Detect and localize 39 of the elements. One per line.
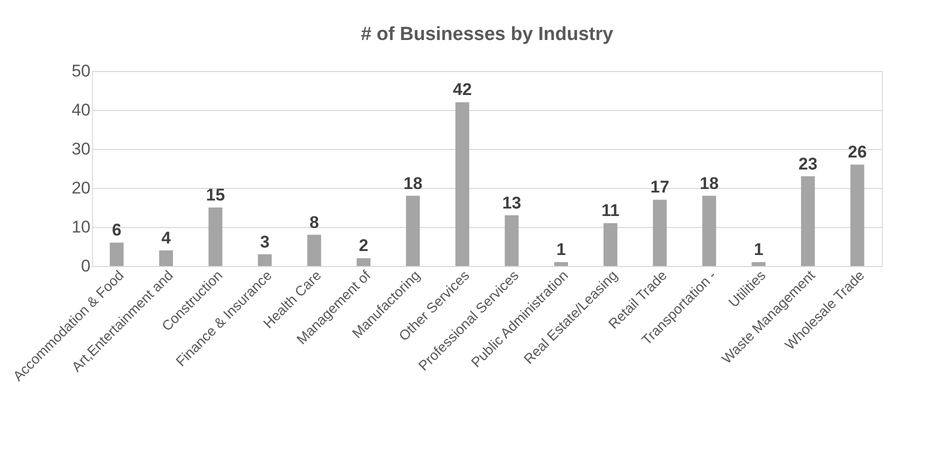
bar: [110, 242, 124, 266]
bar: [208, 208, 222, 266]
bar: [554, 262, 568, 266]
data-label: 2: [358, 236, 368, 256]
y-tick-label: 50: [72, 62, 90, 80]
data-label: 8: [309, 212, 319, 232]
data-label: 23: [798, 154, 818, 174]
y-tick-label: 40: [72, 100, 90, 120]
bar: [406, 196, 420, 266]
data-label: 11: [601, 201, 620, 220]
data-label: 18: [403, 174, 422, 193]
bar: [752, 262, 766, 266]
data-label: 15: [206, 186, 225, 204]
bar: [307, 234, 322, 266]
bar: [604, 223, 618, 266]
bar: [652, 200, 667, 266]
bar: [159, 250, 173, 266]
bar: [850, 164, 864, 266]
data-label: 4: [161, 228, 172, 248]
bar: [356, 258, 370, 266]
data-label: 1: [754, 240, 764, 260]
bar: [455, 102, 470, 266]
data-label: 26: [848, 142, 867, 162]
data-label: 13: [502, 193, 522, 212]
y-tick-label: 20: [72, 178, 90, 198]
data-label: 3: [260, 232, 270, 252]
data-label: 17: [650, 178, 670, 197]
chart-title: # of Businesses by Industry: [360, 24, 614, 45]
y-tick-label: 10: [72, 218, 90, 236]
bar: [258, 254, 272, 266]
data-label: 18: [700, 174, 719, 193]
data-label: 42: [452, 80, 472, 100]
data-label: 6: [112, 220, 122, 240]
y-tick-label: 30: [72, 140, 90, 158]
data-label: 1: [556, 240, 566, 260]
bar: [504, 215, 519, 266]
bar: [801, 176, 815, 266]
y-tick-label: 0: [81, 256, 90, 276]
bar: [702, 196, 716, 266]
